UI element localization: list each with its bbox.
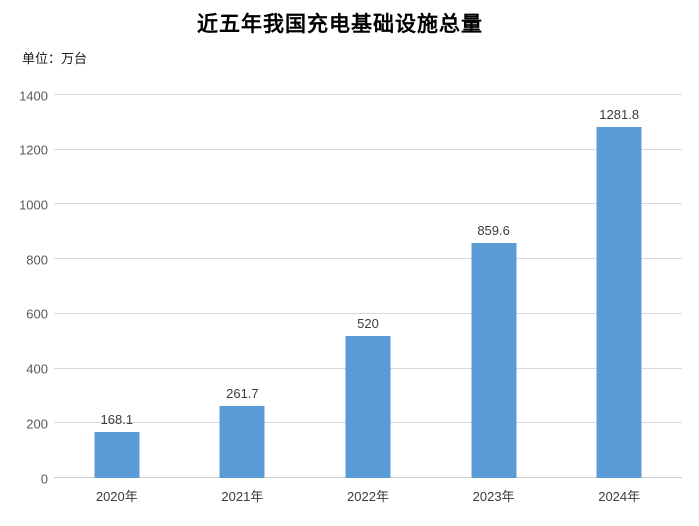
bar-2020年 xyxy=(94,432,140,478)
data-label-2022年: 520 xyxy=(357,315,379,331)
y-tick-label-800: 800 xyxy=(26,252,48,268)
data-label-2021年: 261.7 xyxy=(226,386,259,402)
bar-2022年 xyxy=(345,335,391,478)
y-tick-label-1400: 1400 xyxy=(19,88,48,103)
gridline-600 xyxy=(54,312,682,314)
data-label-2023年: 859.6 xyxy=(477,222,510,238)
data-label-2020年: 168.1 xyxy=(100,412,134,428)
y-axis-labels: 0 200 400 600 800 1000 1200 1400 xyxy=(0,88,48,486)
gridline-800 xyxy=(54,258,682,260)
y-tick-label-0: 0 xyxy=(40,471,48,486)
bar-2021年 xyxy=(219,406,265,478)
y-tick-label-200: 200 xyxy=(26,416,48,432)
y-tick-label-1200: 1200 xyxy=(19,142,48,158)
y-tick-label-600: 600 xyxy=(26,306,48,322)
x-tick-label-2023年: 2023年 xyxy=(472,489,515,504)
bar-2023年 xyxy=(471,242,517,478)
x-axis-labels: 2020年 2021年 2022年 2023年 2024年 xyxy=(54,486,682,506)
x-tick-label-2021年: 2021年 xyxy=(221,489,264,504)
chart-title: 近五年我国充电基础设施总量 xyxy=(197,11,483,36)
x-tick-label-2022年: 2022年 xyxy=(347,489,389,504)
x-tick-label-2024年: 2024年 xyxy=(598,489,641,504)
data-label-2024年: 1281.8 xyxy=(599,107,640,123)
bar-2024年 xyxy=(596,127,642,478)
plot-area: 168.1 261.7 520 859.6 1281.8 xyxy=(54,94,682,478)
gridline-1200 xyxy=(54,148,682,150)
y-tick-label-400: 400 xyxy=(26,361,48,377)
x-tick-label-2020年: 2020年 xyxy=(95,489,138,504)
y-tick-label-1000: 1000 xyxy=(19,197,48,213)
unit-label: 单位：万台 xyxy=(22,51,88,66)
gridline-1000 xyxy=(54,203,682,205)
gridline-1400 xyxy=(54,94,682,95)
